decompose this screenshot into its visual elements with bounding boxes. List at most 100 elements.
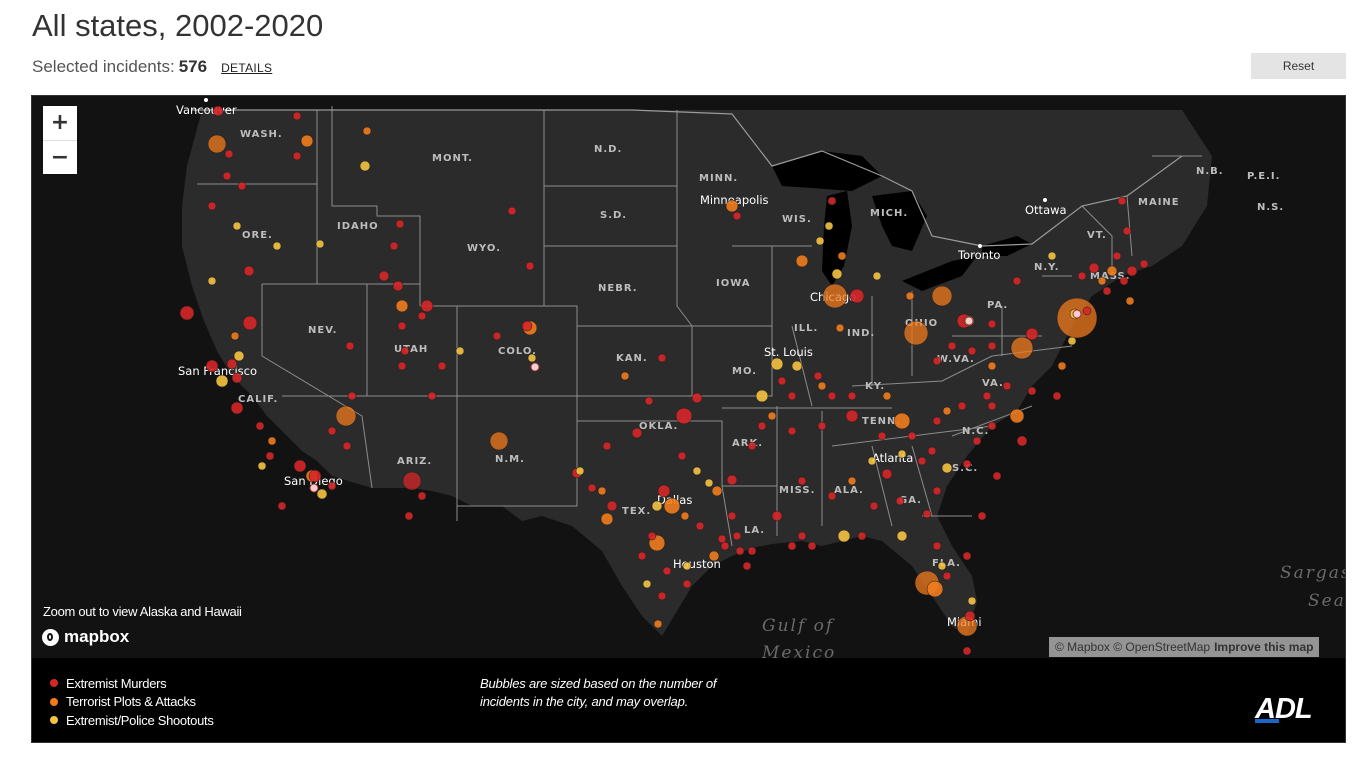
- incident-bubble[interactable]: [492, 331, 502, 341]
- incident-bubble[interactable]: [967, 596, 977, 606]
- incident-bubble[interactable]: [982, 391, 992, 401]
- incident-bubble[interactable]: [1077, 271, 1087, 281]
- incident-bubble[interactable]: [815, 236, 825, 246]
- incident-bubble[interactable]: [835, 323, 845, 333]
- incident-bubble[interactable]: [575, 466, 585, 476]
- incident-bubble[interactable]: [897, 449, 907, 459]
- incident-bubble[interactable]: [947, 341, 957, 351]
- zoom-out-button[interactable]: −: [43, 140, 77, 174]
- incident-bubble-highlight[interactable]: [1072, 309, 1082, 319]
- incident-bubble[interactable]: [1088, 262, 1100, 274]
- incident-bubble[interactable]: [362, 126, 372, 136]
- incident-bubble[interactable]: [822, 283, 848, 309]
- incident-bubble[interactable]: [345, 341, 355, 351]
- incident-bubble[interactable]: [867, 456, 877, 466]
- incident-bubble[interactable]: [967, 346, 977, 356]
- incident-bubble[interactable]: [400, 346, 410, 356]
- incident-bubble[interactable]: [711, 485, 723, 497]
- incident-bubble[interactable]: [602, 441, 612, 451]
- incident-bubble[interactable]: [1106, 265, 1118, 277]
- incident-bubble[interactable]: [427, 391, 437, 401]
- incident-bubble[interactable]: [905, 291, 915, 301]
- incident-bubble[interactable]: [631, 427, 643, 439]
- incident-bubble[interactable]: [342, 441, 352, 451]
- incident-bubble[interactable]: [777, 376, 787, 386]
- incident-bubble[interactable]: [937, 561, 947, 571]
- incident-bubble[interactable]: [677, 451, 687, 461]
- incident-bubble[interactable]: [675, 407, 693, 425]
- incident-bubble[interactable]: [747, 441, 757, 451]
- incident-bubble[interactable]: [620, 371, 630, 381]
- incident-bubble[interactable]: [489, 431, 509, 451]
- incident-bubble[interactable]: [237, 181, 247, 191]
- incident-bubble[interactable]: [817, 381, 827, 391]
- incident-bubble[interactable]: [525, 261, 535, 271]
- incident-bubble[interactable]: [987, 361, 997, 371]
- incident-bubble[interactable]: [962, 551, 972, 561]
- incident-bubble[interactable]: [1012, 276, 1022, 286]
- incident-bubble[interactable]: [881, 468, 893, 480]
- incident-bubble[interactable]: [941, 462, 953, 474]
- incident-bubble[interactable]: [606, 500, 618, 512]
- incident-bubbles[interactable]: [179, 105, 1149, 656]
- incident-bubble[interactable]: [807, 541, 817, 551]
- incident-bubble[interactable]: [787, 426, 797, 436]
- incident-bubble[interactable]: [932, 416, 942, 426]
- incident-bubble[interactable]: [455, 346, 465, 356]
- incident-bubble[interactable]: [653, 619, 663, 629]
- incident-bubble[interactable]: [642, 579, 652, 589]
- incident-bubble[interactable]: [207, 201, 217, 211]
- incident-bubble[interactable]: [787, 391, 797, 401]
- incident-bubble[interactable]: [726, 474, 738, 486]
- incident-bubble[interactable]: [327, 426, 337, 436]
- incident-bubble[interactable]: [837, 529, 851, 543]
- incident-bubble[interactable]: [277, 501, 287, 511]
- incident-bubble[interactable]: [932, 541, 942, 551]
- reset-button[interactable]: Reset: [1251, 53, 1346, 79]
- incident-bubble[interactable]: [257, 461, 267, 471]
- incident-bubble[interactable]: [893, 412, 911, 430]
- incident-bubble[interactable]: [787, 541, 797, 551]
- incident-bubble[interactable]: [827, 196, 837, 206]
- attribution-text[interactable]: © Mapbox © OpenStreetMap: [1055, 640, 1211, 654]
- incident-bubble[interactable]: [1016, 435, 1028, 447]
- incident-bubble-highlight[interactable]: [530, 362, 540, 372]
- incident-bubble[interactable]: [1047, 251, 1057, 261]
- incident-bubble[interactable]: [931, 285, 953, 307]
- incident-bubble[interactable]: [402, 471, 422, 491]
- incident-bubble[interactable]: [797, 531, 807, 541]
- incident-bubble[interactable]: [704, 478, 714, 488]
- mapbox-logo[interactable]: mapbox: [42, 627, 129, 647]
- incident-bubble[interactable]: [1067, 336, 1077, 346]
- incident-bubble[interactable]: [907, 431, 917, 441]
- incident-bubble[interactable]: [691, 392, 703, 404]
- incident-bubble[interactable]: [293, 459, 307, 473]
- incident-bubble[interactable]: [657, 591, 667, 601]
- incident-bubble[interactable]: [708, 550, 720, 562]
- incident-bubble[interactable]: [917, 456, 927, 466]
- incident-bubble[interactable]: [647, 531, 657, 541]
- incident-bubble[interactable]: [395, 219, 405, 229]
- incident-bubble[interactable]: [957, 401, 967, 411]
- incident-bubble[interactable]: [315, 239, 325, 249]
- incident-bubble[interactable]: [300, 134, 314, 148]
- incident-bubble[interactable]: [359, 160, 371, 172]
- incident-bubble[interactable]: [837, 251, 847, 261]
- incident-bubble[interactable]: [757, 421, 767, 431]
- map-canvas[interactable]: WASH. ORE. IDAHO MONT. WYO. NEV. UTAH CO…: [32, 96, 1345, 658]
- incident-bubble[interactable]: [437, 361, 447, 371]
- incident-bubble[interactable]: [849, 288, 865, 304]
- incident-bubble[interactable]: [755, 389, 769, 403]
- incident-bubble[interactable]: [242, 315, 258, 331]
- incident-bubble[interactable]: [813, 371, 823, 381]
- improve-map-link[interactable]: Improve this map: [1214, 640, 1314, 654]
- incident-bubble[interactable]: [896, 530, 908, 542]
- incident-bubble[interactable]: [243, 265, 255, 277]
- incident-bubble[interactable]: [233, 350, 245, 362]
- incident-bubble[interactable]: [680, 511, 690, 521]
- incident-bubble[interactable]: [392, 280, 404, 292]
- incident-bubble[interactable]: [657, 353, 667, 363]
- incident-bubble[interactable]: [987, 319, 997, 329]
- incident-bubble[interactable]: [347, 391, 357, 401]
- incident-bubble[interactable]: [1057, 361, 1067, 371]
